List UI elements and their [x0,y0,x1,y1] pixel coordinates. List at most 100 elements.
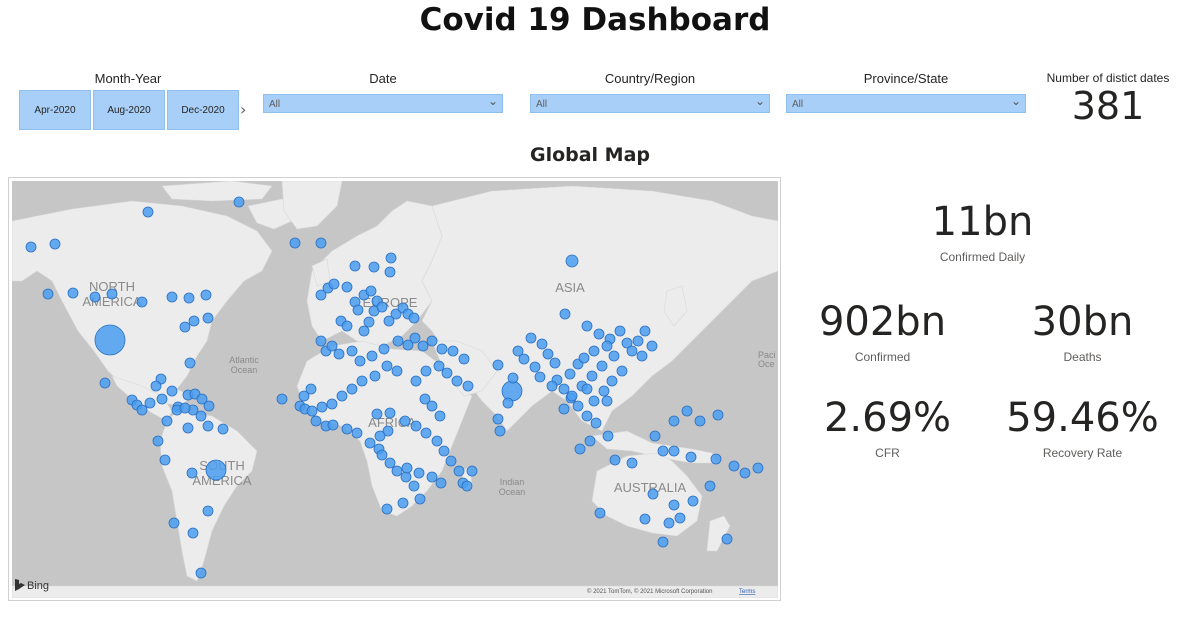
data-bubble[interactable] [721,533,733,545]
data-bubble[interactable] [152,435,164,447]
data-bubble[interactable] [581,410,593,422]
data-bubble[interactable] [728,460,740,472]
data-bubble[interactable] [420,427,432,439]
data-bubble[interactable] [581,320,593,332]
data-bubble[interactable] [399,415,411,427]
data-bubble[interactable] [378,343,390,355]
data-bubble[interactable] [462,380,474,392]
data-bubble[interactable] [354,355,366,367]
data-bubble[interactable] [369,370,381,382]
data-bubble[interactable] [366,350,378,362]
data-bubble[interactable] [179,321,191,333]
data-bubble[interactable] [668,445,680,457]
data-bubble[interactable] [512,345,524,357]
data-bubble[interactable] [566,390,578,402]
data-bubble[interactable] [298,390,310,402]
data-bubble[interactable] [606,375,618,387]
data-bubble[interactable] [200,289,212,301]
country-dropdown[interactable]: All ⌄ [530,94,770,113]
data-bubble[interactable] [710,453,722,465]
data-bubble[interactable] [647,488,659,500]
data-bubble[interactable] [381,360,393,372]
data-bubble[interactable] [426,471,438,483]
data-bubble[interactable] [376,301,388,313]
data-bubble[interactable] [333,348,345,360]
data-bubble[interactable] [590,417,602,429]
chevron-right-icon[interactable]: › [240,100,247,119]
data-bubble[interactable] [202,312,214,324]
data-bubble[interactable] [408,480,420,492]
data-bubble[interactable] [646,340,658,352]
data-bubble[interactable] [383,315,395,327]
data-bubble[interactable] [685,451,697,463]
data-bubble[interactable] [609,454,621,466]
data-bubble[interactable] [203,400,215,412]
data-bubble[interactable] [578,352,590,364]
data-bubble[interactable] [233,196,245,208]
data-bubble[interactable] [586,370,598,382]
data-bubble[interactable] [657,536,669,548]
data-bubble[interactable] [494,425,506,437]
province-dropdown[interactable]: All ⌄ [786,94,1026,113]
data-bubble[interactable] [352,304,364,316]
data-bubble[interactable] [400,471,412,483]
data-bubble[interactable] [326,340,338,352]
data-bubble[interactable] [150,380,162,392]
data-bubble[interactable] [346,345,358,357]
data-bubble[interactable] [384,407,396,419]
data-bubble[interactable] [276,393,288,405]
data-bubble[interactable] [436,343,448,355]
data-bubble[interactable] [431,435,443,447]
data-bubble[interactable] [598,385,610,397]
data-bubble[interactable] [384,266,396,278]
data-bubble[interactable] [217,423,229,435]
data-bubble[interactable] [588,345,600,357]
global-map[interactable]: NORTH AMERICA SOUTH AMERICA EUROPE ASIA … [12,181,778,598]
data-bubble[interactable] [94,324,126,356]
data-bubble[interactable] [435,477,447,489]
data-bubble[interactable] [668,499,680,511]
data-bubble[interactable] [195,567,207,579]
data-bubble[interactable] [184,357,196,369]
data-bubble[interactable] [376,449,388,461]
data-bubble[interactable] [426,335,438,347]
data-bubble[interactable] [408,312,420,324]
data-bubble[interactable] [391,365,403,377]
data-bubble[interactable] [534,371,546,383]
data-bubble[interactable] [358,325,370,337]
data-bubble[interactable] [310,415,322,427]
data-bubble[interactable] [414,493,426,505]
data-bubble[interactable] [632,335,644,347]
data-bubble[interactable] [739,467,751,479]
data-bubble[interactable] [621,337,633,349]
data-bubble[interactable] [581,383,593,395]
data-bubble[interactable] [315,237,327,249]
data-bubble[interactable] [374,430,386,442]
data-bubble[interactable] [525,332,537,344]
data-bubble[interactable] [49,238,61,250]
data-bubble[interactable] [390,308,402,320]
data-bubble[interactable] [649,430,661,442]
data-bubble[interactable] [385,252,397,264]
data-bubble[interactable] [327,419,339,431]
tile-apr-2020[interactable]: Apr-2020 [19,90,91,130]
data-bubble[interactable] [341,320,353,332]
data-bubble[interactable] [668,415,680,427]
data-bubble[interactable] [559,308,571,320]
data-bubble[interactable] [166,291,178,303]
data-bubble[interactable] [316,401,328,413]
data-bubble[interactable] [694,415,706,427]
tile-dec-2020[interactable]: Dec-2020 [167,90,239,130]
data-bubble[interactable] [364,437,376,449]
data-bubble[interactable] [363,316,375,328]
data-bubble[interactable] [187,527,199,539]
data-bubble[interactable] [99,377,111,389]
data-bubble[interactable] [196,393,208,405]
data-bubble[interactable] [529,361,541,373]
data-bubble[interactable] [626,457,638,469]
data-bubble[interactable] [341,423,353,435]
data-bubble[interactable] [351,427,363,439]
data-bubble[interactable] [542,348,554,360]
data-bubble[interactable] [188,315,200,327]
data-bubble[interactable] [202,505,214,517]
